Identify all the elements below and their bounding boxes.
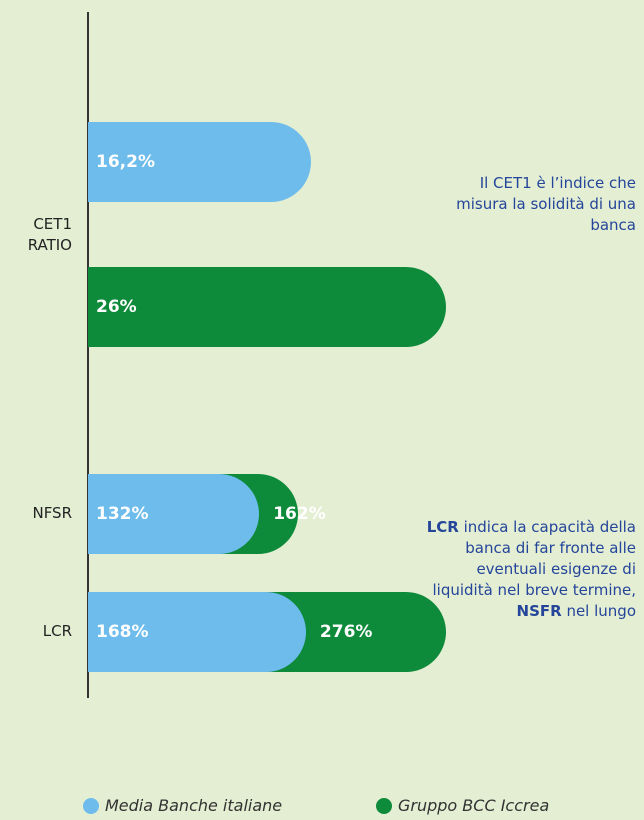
bar (88, 474, 260, 554)
value-label: 162% (273, 504, 326, 524)
legend-label: Gruppo BCC Iccrea (398, 796, 550, 815)
category-label: CET1 RATIO (27, 215, 72, 254)
category-label: LCR (42, 622, 72, 640)
annotation-text: LCR (426, 518, 459, 536)
bar (88, 122, 312, 202)
category-label: NFSR (32, 504, 72, 522)
value-label: 276% (319, 622, 373, 642)
annotation: LCR indica la capacità della banca di fa… (421, 517, 636, 622)
annotation: Il CET1 è l’indice che misura la solidit… (446, 173, 636, 236)
value-label: 16,2% (96, 152, 155, 172)
axis-line (87, 12, 89, 698)
value-label: 132% (96, 504, 149, 524)
legend-swatch (376, 798, 392, 814)
annotation-text: indica la capacità della banca di far fr… (432, 518, 637, 599)
annotation-text: nel lungo (561, 602, 636, 620)
annotation-text: Il CET1 è l’indice che misura la solidit… (456, 174, 636, 234)
value-label: 26% (96, 297, 137, 317)
annotation-text: NSFR (516, 602, 562, 620)
value-label: 168% (96, 622, 149, 642)
bar (88, 267, 446, 347)
legend-label: Media Banche italiane (105, 796, 283, 815)
bar (88, 592, 306, 672)
legend-swatch (83, 798, 99, 814)
